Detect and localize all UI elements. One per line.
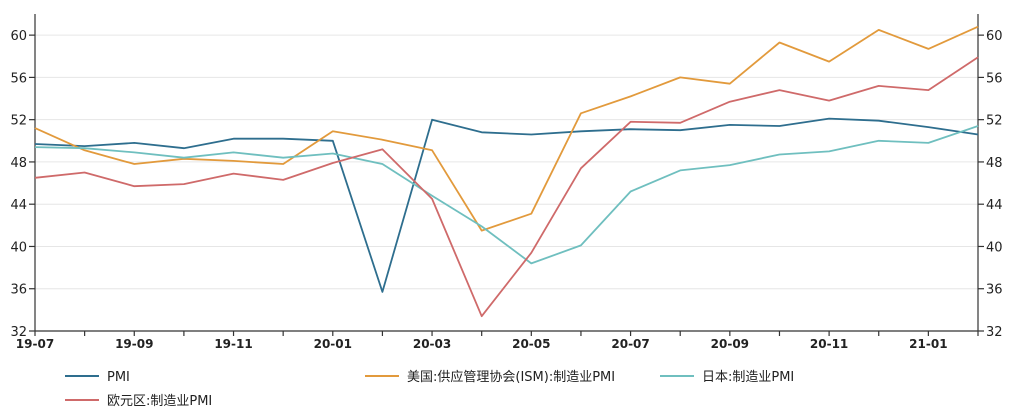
y-tick-label-left: 44: [10, 198, 27, 213]
series-lines: [34, 25, 979, 318]
series-line-1: [34, 25, 979, 232]
legend-label: 欧元区:制造业PMI: [107, 394, 212, 409]
series-line-0: [34, 117, 979, 293]
x-tick-label: 20-01: [314, 337, 352, 351]
y-tick-label-right: 36: [986, 283, 1003, 298]
x-tick-label: 20-07: [611, 337, 649, 351]
y-tick-label-right: 40: [986, 240, 1003, 255]
y-tick-label-right: 32: [986, 325, 1003, 340]
legend-label: 日本:制造业PMI: [702, 370, 794, 385]
x-tick-label: 20-11: [810, 337, 848, 351]
x-axis-ticks: 19-07 19-09 19-11 20-01 20-03 20-05 20-07 20-09…: [16, 331, 979, 351]
legend-label: 美国:供应管理协会(ISM):制造业PMI: [407, 369, 615, 385]
y-tick-label-right: 52: [986, 114, 1003, 129]
y-tick-label-left: 48: [10, 156, 27, 171]
x-tick-label: 19-09: [115, 337, 153, 351]
legend: PMI 美国:供应管理协会(ISM):制造业PMI 日本:制造业PMI 欧元区:制造业…: [65, 369, 794, 409]
y-tick-label-left: 32: [10, 325, 27, 340]
x-tick-label: 20-05: [512, 337, 550, 351]
series-line-3: [34, 56, 979, 318]
x-tick-label: 20-09: [711, 337, 749, 351]
y-tick-label-right: 44: [986, 198, 1003, 213]
y-tick-label-left: 52: [10, 114, 27, 129]
y-tick-label-right: 56: [986, 71, 1003, 86]
grid-lines: [35, 34, 978, 332]
y-tick-label-left: 40: [10, 240, 27, 255]
legend-label: PMI: [107, 370, 130, 385]
y-axis-right-ticks: 32 36 40 44 48 52 56 60: [978, 29, 1003, 340]
y-tick-label-left: 36: [10, 283, 27, 298]
y-tick-label-right: 48: [986, 156, 1003, 171]
y-tick-label-left: 60: [10, 29, 27, 44]
x-tick-label: 19-07: [16, 337, 54, 351]
series-line-2: [34, 125, 979, 265]
x-tick-label: 20-03: [413, 337, 451, 351]
axes: [34, 14, 979, 332]
x-tick-label: 21-01: [909, 337, 947, 351]
y-tick-label-left: 56: [10, 71, 27, 86]
y-tick-label-right: 60: [986, 29, 1003, 44]
x-tick-label: 19-11: [214, 337, 252, 351]
y-axis-left-ticks: 32 36 40 44 48 52 56 60: [10, 29, 35, 340]
